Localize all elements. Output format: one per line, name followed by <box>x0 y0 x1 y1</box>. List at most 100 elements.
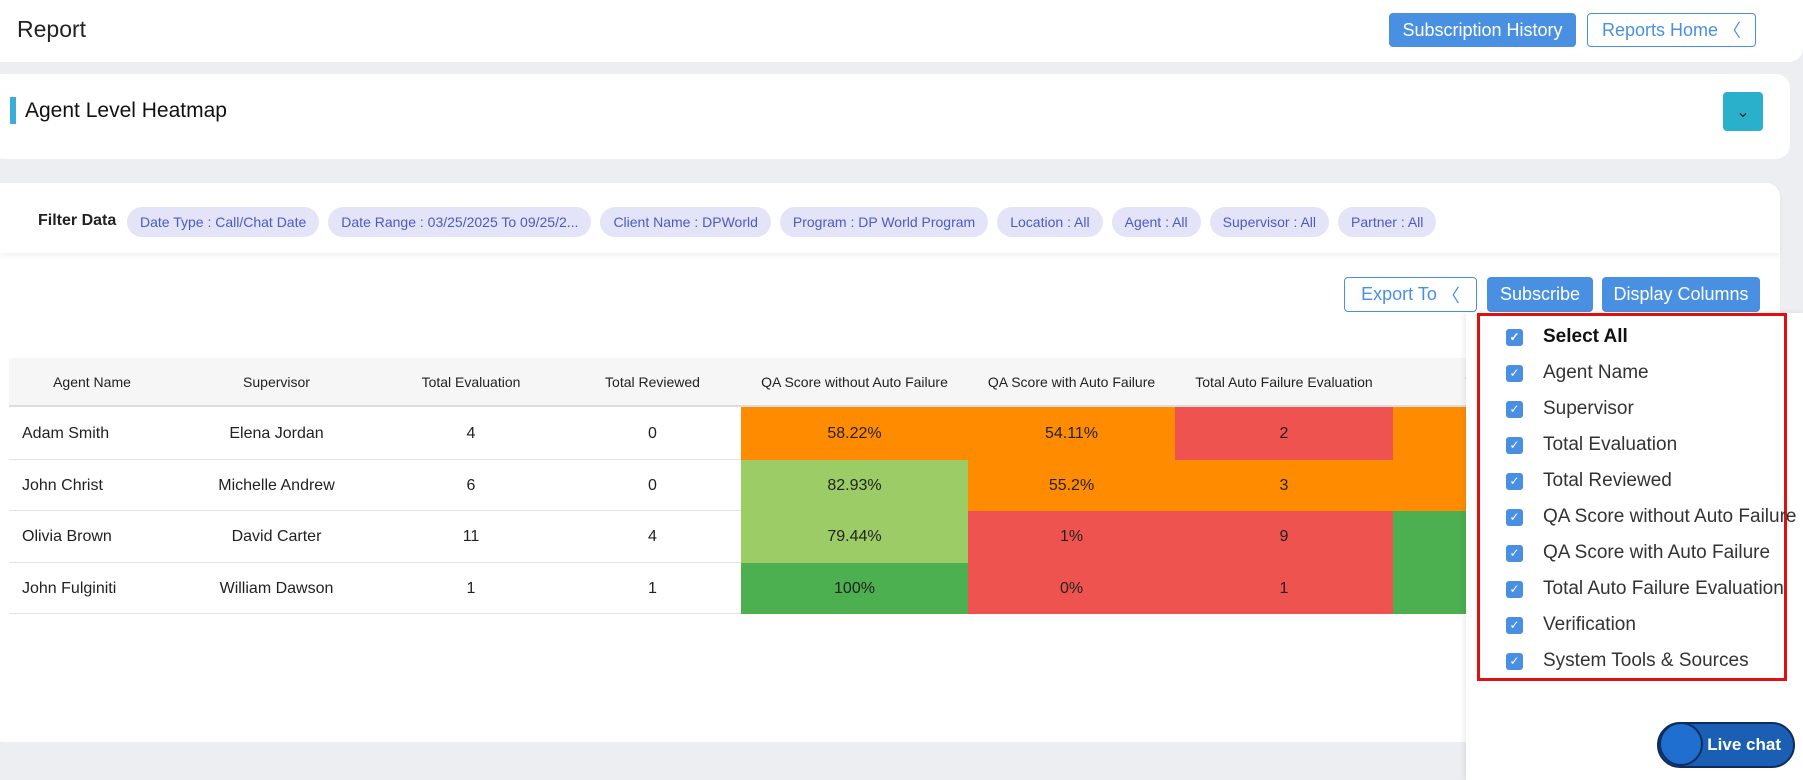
column-header: QA Score with Auto Failure <box>987 373 1156 390</box>
filter-chip: Program : DP World Program <box>779 207 989 237</box>
filter-chip: Partner : All <box>1338 207 1437 237</box>
table-cell: Adam Smith <box>22 424 110 442</box>
table-cell: Michelle Andrew <box>218 476 335 494</box>
table-cell: 82.93% <box>741 460 968 511</box>
menu-label: Total Auto Failure Evaluation <box>1543 578 1784 599</box>
page-title: Report <box>17 16 87 42</box>
table-cell: 3 <box>1175 460 1393 511</box>
table-cell: 0 <box>648 424 657 442</box>
menu-item[interactable]: ✓ Select All <box>1506 324 1628 350</box>
column-header: Total Reviewed <box>605 373 700 390</box>
menu-item[interactable]: ✓ Agent Name <box>1506 360 1649 386</box>
menu-item[interactable]: ✓ Total Reviewed <box>1506 468 1672 494</box>
table-cell: 54.11% <box>968 407 1175 460</box>
table-cell: 0% <box>968 563 1175 614</box>
menu-label: Verification <box>1543 614 1636 635</box>
chat-icon <box>1659 722 1703 766</box>
table-cell: Olivia Brown <box>22 528 112 545</box>
table-cell: 2 <box>1175 407 1393 460</box>
menu-label: Total Reviewed <box>1543 470 1672 491</box>
table-cell: 11 <box>462 528 480 545</box>
table-cell: William Dawson <box>219 579 334 597</box>
accent-bar <box>10 97 16 124</box>
checkbox: ✓ <box>1506 400 1523 418</box>
menu-label: Select All <box>1543 326 1628 347</box>
filter-chip: Date Type : Call/Chat Date <box>127 207 320 237</box>
table-cell: 50. <box>1393 460 1467 511</box>
row-divider <box>9 613 1467 614</box>
reports-home-button[interactable]: Reports Home 〈 <box>1587 13 1756 47</box>
table-cell: Elena Jordan <box>229 424 324 442</box>
checkbox: ✓ <box>1506 616 1523 634</box>
filter-chips: Date Type : Call/Chat Date Date Range : 0… <box>127 207 1445 237</box>
table-cell: 9 <box>1175 511 1393 563</box>
table-cell: 1 <box>1175 563 1393 614</box>
menu-label: Agent Name <box>1543 362 1649 383</box>
table-cell: 55.2% <box>968 460 1175 511</box>
checkbox: ✓ <box>1506 436 1523 454</box>
column-header: Verifi <box>1393 358 1467 405</box>
menu-label: QA Score with Auto Failure <box>1543 542 1771 563</box>
export-button[interactable]: Export To 〈 <box>1344 277 1477 312</box>
menu-item[interactable]: ✓ System Tools & Sources <box>1506 648 1749 674</box>
filter-chip: Client Name : DPWorld <box>600 207 771 237</box>
highlight-box <box>1477 313 1787 681</box>
column-header: QA Score without Auto Failure <box>761 373 948 390</box>
menu-label: Supervisor <box>1543 398 1634 419</box>
button-label: Export To <box>1361 284 1437 304</box>
filter-chip: Location : All <box>997 207 1103 237</box>
checkbox: ✓ <box>1506 472 1523 490</box>
menu-item[interactable]: ✓ QA Score with Auto Failure <box>1506 540 1770 566</box>
subscription-history-button[interactable]: Subscription History <box>1389 13 1576 47</box>
menu-item[interactable]: ✓ Total Evaluation <box>1506 432 1677 458</box>
filter-chip: Supervisor : All <box>1209 207 1330 237</box>
heatmap-table: Agent Name Supervisor Total Evaluation Tota… <box>9 358 1467 618</box>
button-label: Reports Home <box>1601 19 1719 40</box>
collapse-button[interactable]: ⌄ <box>1723 92 1763 131</box>
table-cell: John Christ <box>22 476 103 494</box>
table-cell: 6 <box>466 476 476 494</box>
section-title: Agent Level Heatmap <box>25 99 227 122</box>
table-cell: 50. <box>1393 407 1467 460</box>
menu-label: Total Evaluation <box>1543 434 1678 455</box>
table-cell: 1 <box>466 579 476 597</box>
checkbox: ✓ <box>1506 580 1523 598</box>
menu-item[interactable]: ✓ Supervisor <box>1506 396 1634 422</box>
filter-label: Filter Data <box>38 212 117 229</box>
column-header: Total Auto Failure Evaluation <box>1195 373 1373 390</box>
menu-label: QA Score without Auto Failure <box>1543 506 1797 527</box>
table-cell: 98. <box>1393 511 1467 563</box>
checkbox: ✓ <box>1506 328 1523 346</box>
table-cell: 79.44% <box>741 511 968 563</box>
menu-item[interactable]: ✓ Total Auto Failure Evaluation <box>1506 576 1784 602</box>
checkbox: ✓ <box>1506 544 1523 562</box>
menu-item[interactable]: ✓ Verification <box>1506 612 1636 638</box>
column-header: Agent Name <box>53 373 131 390</box>
table-cell: 100% <box>741 563 968 614</box>
checkbox: ✓ <box>1506 508 1523 526</box>
table-cell: 4 <box>466 424 476 442</box>
table-cell: 1 <box>648 579 657 597</box>
table-cell: 0 <box>648 476 657 494</box>
table-header <box>9 358 1467 407</box>
chat-label: Live chat <box>1707 735 1781 754</box>
menu-label: System Tools & Sources <box>1543 650 1749 671</box>
row-divider <box>9 510 1467 511</box>
checkbox: ✓ <box>1506 364 1523 382</box>
table-cell: John Fulginiti <box>22 579 117 597</box>
subscribe-button[interactable]: Subscribe <box>1487 277 1593 312</box>
filter-chip: Date Range : 03/25/2025 To 09/25/2... <box>328 207 592 237</box>
table-cell: 1% <box>968 511 1175 563</box>
menu-item[interactable]: ✓ QA Score without Auto Failure <box>1506 504 1796 530</box>
column-header: Total Evaluation <box>421 373 521 390</box>
row-divider <box>9 459 1467 460</box>
display-columns-button[interactable]: Display Columns <box>1602 277 1760 312</box>
table-cell: 100 <box>1393 563 1467 614</box>
heatmap-card <box>0 74 1790 159</box>
checkbox: ✓ <box>1506 652 1523 670</box>
table-cell: 58.22% <box>741 407 968 460</box>
column-header: Supervisor <box>243 373 310 390</box>
row-divider <box>9 562 1467 563</box>
filter-chip: Agent : All <box>1111 207 1201 237</box>
